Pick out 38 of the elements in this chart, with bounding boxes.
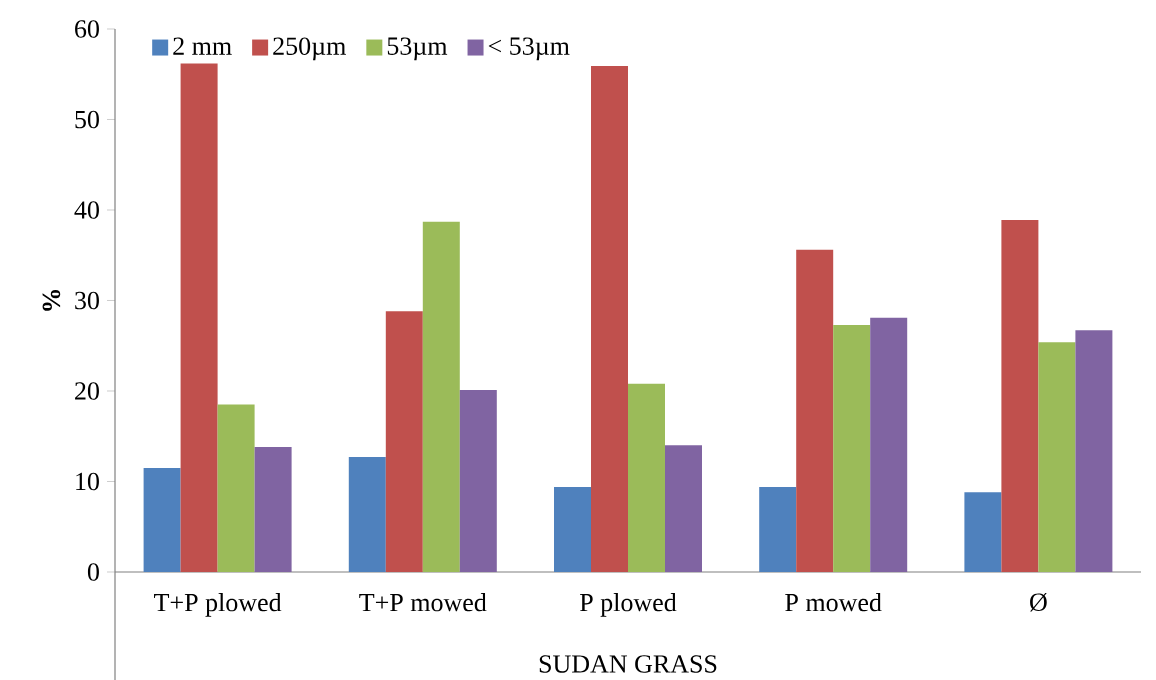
x-tick-label: P plowed <box>580 593 677 617</box>
legend-label: 2 mm <box>173 37 232 55</box>
y-tick-label: 60 <box>75 20 99 38</box>
y-tick-label: 0 <box>87 563 99 581</box>
bar <box>217 404 255 572</box>
bar <box>1038 342 1076 572</box>
y-axis-title: % <box>42 289 61 311</box>
x-tick-label: Ø <box>1030 593 1047 612</box>
y-tick-label: 10 <box>76 472 99 491</box>
bar <box>459 390 497 572</box>
bar <box>796 249 834 572</box>
bar <box>628 383 665 572</box>
x-tick-label: T+P plowed <box>154 593 282 617</box>
x-tick-label: P mowed <box>785 593 882 612</box>
bar <box>422 221 460 572</box>
x-tick-label: T+P mowed <box>359 593 487 612</box>
bar <box>348 457 386 572</box>
y-tick-label: 40 <box>74 201 99 219</box>
y-tick-label: 20 <box>75 382 99 400</box>
y-tick-label: 30 <box>75 291 99 310</box>
y-tick-label: 50 <box>75 110 99 129</box>
legend-label: < 53µm <box>488 37 570 61</box>
bar <box>591 66 628 572</box>
bar <box>964 492 1002 572</box>
bar <box>1075 330 1113 572</box>
bar <box>870 317 908 572</box>
bar <box>180 63 218 572</box>
bar <box>1001 219 1039 572</box>
bar <box>143 467 181 572</box>
bar <box>833 324 871 572</box>
bar <box>385 311 423 572</box>
bar <box>254 447 292 572</box>
bar <box>554 486 591 572</box>
bar <box>759 486 797 572</box>
legend-label: 53µm <box>387 37 448 61</box>
x-axis-title: SUDAN GRASS <box>539 655 717 673</box>
legend-label: 250µm <box>273 37 346 61</box>
bar <box>665 445 702 572</box>
